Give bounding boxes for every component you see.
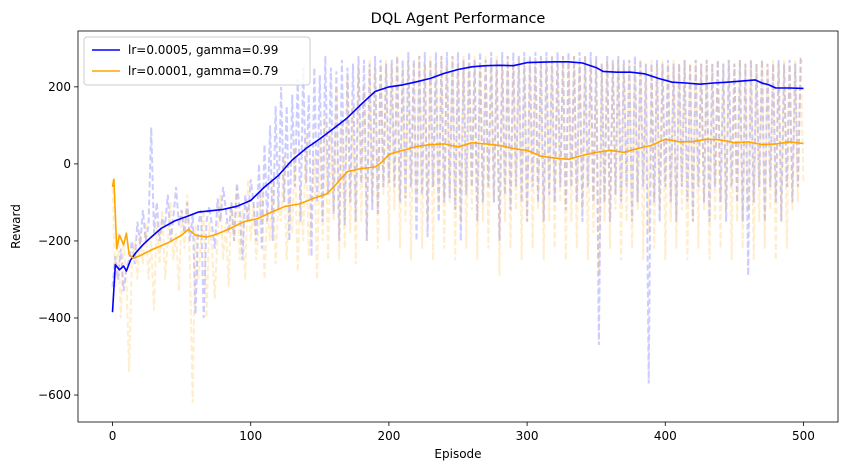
raw-rewards-line-1 (111, 52, 805, 384)
y-tick-label: −600 (38, 388, 71, 402)
legend-box (83, 36, 311, 86)
x-tick-label: 200 (377, 429, 400, 443)
y-axis-ticks: −600 −400 −200 0 200 (38, 80, 78, 402)
x-tick-label: 500 (792, 429, 815, 443)
x-axis-ticks: 0 100 200 300 400 500 (109, 422, 815, 443)
chart-title: DQL Agent Performance (371, 11, 546, 27)
legend: lr=0.0005, gamma=0.99 lr=0.0001, gamma=0… (83, 36, 311, 86)
series-line-1 (111, 61, 804, 313)
y-tick-label: 0 (63, 157, 71, 171)
series-line-2 (111, 138, 804, 260)
legend-label-series-2: lr=0.0001, gamma=0.79 (128, 64, 278, 78)
x-tick-label: 300 (516, 429, 539, 443)
y-tick-label: −400 (38, 311, 71, 325)
raw-series-layer (111, 52, 805, 403)
legend-label-series-1: lr=0.0005, gamma=0.99 (128, 43, 278, 57)
y-tick-label: −200 (38, 234, 71, 248)
x-tick-label: 100 (239, 429, 262, 443)
x-tick-label: 0 (109, 429, 117, 443)
raw-rewards-line-2 (111, 55, 805, 403)
moving-average-layer (111, 61, 804, 313)
y-tick-label: 200 (48, 80, 71, 94)
y-axis-label: Reward (9, 204, 23, 249)
x-axis-label: Episode (434, 447, 481, 461)
x-tick-label: 400 (654, 429, 677, 443)
plot-area-frame (77, 30, 839, 423)
